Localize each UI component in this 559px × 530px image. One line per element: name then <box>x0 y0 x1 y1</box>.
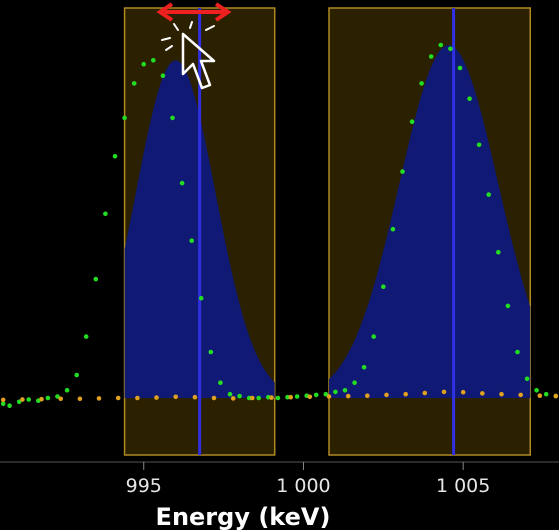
data-point <box>122 115 127 121</box>
continuum-point <box>211 395 217 401</box>
data-point <box>505 303 511 309</box>
data-point <box>294 394 300 399</box>
data-point <box>448 46 453 52</box>
data-point <box>103 211 108 217</box>
continuum-point <box>250 395 255 401</box>
data-point <box>208 349 214 355</box>
x-axis-ticks: 995 1 000 1 005 <box>126 462 490 497</box>
data-point <box>93 276 99 282</box>
data-point <box>112 154 118 159</box>
data-point <box>237 393 242 399</box>
data-point <box>64 388 70 393</box>
data-point <box>457 65 463 71</box>
data-point <box>151 58 156 63</box>
data-point <box>227 391 233 397</box>
data-point <box>534 388 539 393</box>
data-point <box>409 119 415 124</box>
data-point <box>275 395 281 401</box>
data-point <box>352 380 357 386</box>
data-point <box>371 334 377 339</box>
x-tick-label: 995 <box>126 475 162 497</box>
click-spark-icon <box>161 21 215 51</box>
continuum-point <box>115 395 121 401</box>
x-tick-label: 1 000 <box>276 475 330 497</box>
continuum-point <box>365 393 370 399</box>
continuum-point <box>499 391 504 397</box>
data-point <box>524 376 530 382</box>
continuum-point <box>20 397 25 402</box>
data-point <box>131 81 137 86</box>
continuum-point <box>173 394 178 400</box>
data-point <box>515 349 520 355</box>
data-point <box>390 226 396 232</box>
continuum-point <box>422 390 428 396</box>
data-point <box>7 403 12 409</box>
data-point <box>141 61 146 67</box>
continuum-point <box>154 395 159 400</box>
data-point <box>0 401 6 407</box>
data-point <box>160 73 166 78</box>
x-axis-title: Energy (keV) <box>156 503 331 530</box>
data-point <box>486 192 492 197</box>
continuum-point <box>403 391 409 397</box>
data-point <box>361 365 367 370</box>
data-point <box>26 397 32 402</box>
continuum-point <box>269 395 274 400</box>
drag-handle-arrow[interactable] <box>156 2 232 22</box>
data-point <box>285 394 290 400</box>
continuum-point <box>58 396 63 402</box>
data-point <box>428 54 434 59</box>
data-point <box>419 81 424 86</box>
continuum-point <box>288 394 294 400</box>
continuum-point <box>553 393 559 399</box>
data-points-layer <box>0 42 559 409</box>
continuum-point <box>518 392 523 398</box>
data-point <box>323 391 329 397</box>
data-point <box>83 334 89 339</box>
data-point <box>543 391 549 397</box>
data-point <box>313 392 319 398</box>
data-point <box>381 284 386 290</box>
continuum-point <box>307 394 313 400</box>
data-point <box>198 295 204 301</box>
continuum-point <box>0 397 6 403</box>
data-point <box>179 180 185 186</box>
continuum-point <box>384 392 389 398</box>
continuum-point <box>441 389 447 395</box>
data-point <box>496 249 501 255</box>
continuum-point <box>135 395 140 401</box>
data-point <box>16 399 22 405</box>
data-point <box>342 388 348 393</box>
data-point <box>476 142 482 148</box>
data-point <box>438 42 444 48</box>
continuum-point <box>537 393 543 399</box>
data-point <box>467 96 472 101</box>
peak-fill-2 <box>329 45 531 398</box>
continuum-point <box>77 396 83 402</box>
data-point <box>218 380 223 386</box>
continuum-point <box>230 396 236 401</box>
data-point <box>45 395 51 401</box>
data-point <box>74 372 79 378</box>
mouse-cursor-icon <box>161 21 216 90</box>
data-point <box>333 389 338 395</box>
continuum-point <box>326 394 332 399</box>
data-point <box>256 395 262 401</box>
continuum-point <box>345 393 351 399</box>
data-point <box>55 394 60 399</box>
data-point <box>189 238 194 243</box>
continuum-point <box>460 389 466 395</box>
continuum-point <box>192 394 198 400</box>
data-point <box>400 169 405 174</box>
x-tick-label: 1 005 <box>436 475 490 497</box>
continuum-point <box>39 396 44 402</box>
continuum-point <box>480 391 485 396</box>
continuum-point <box>96 396 102 401</box>
data-point <box>170 115 175 121</box>
